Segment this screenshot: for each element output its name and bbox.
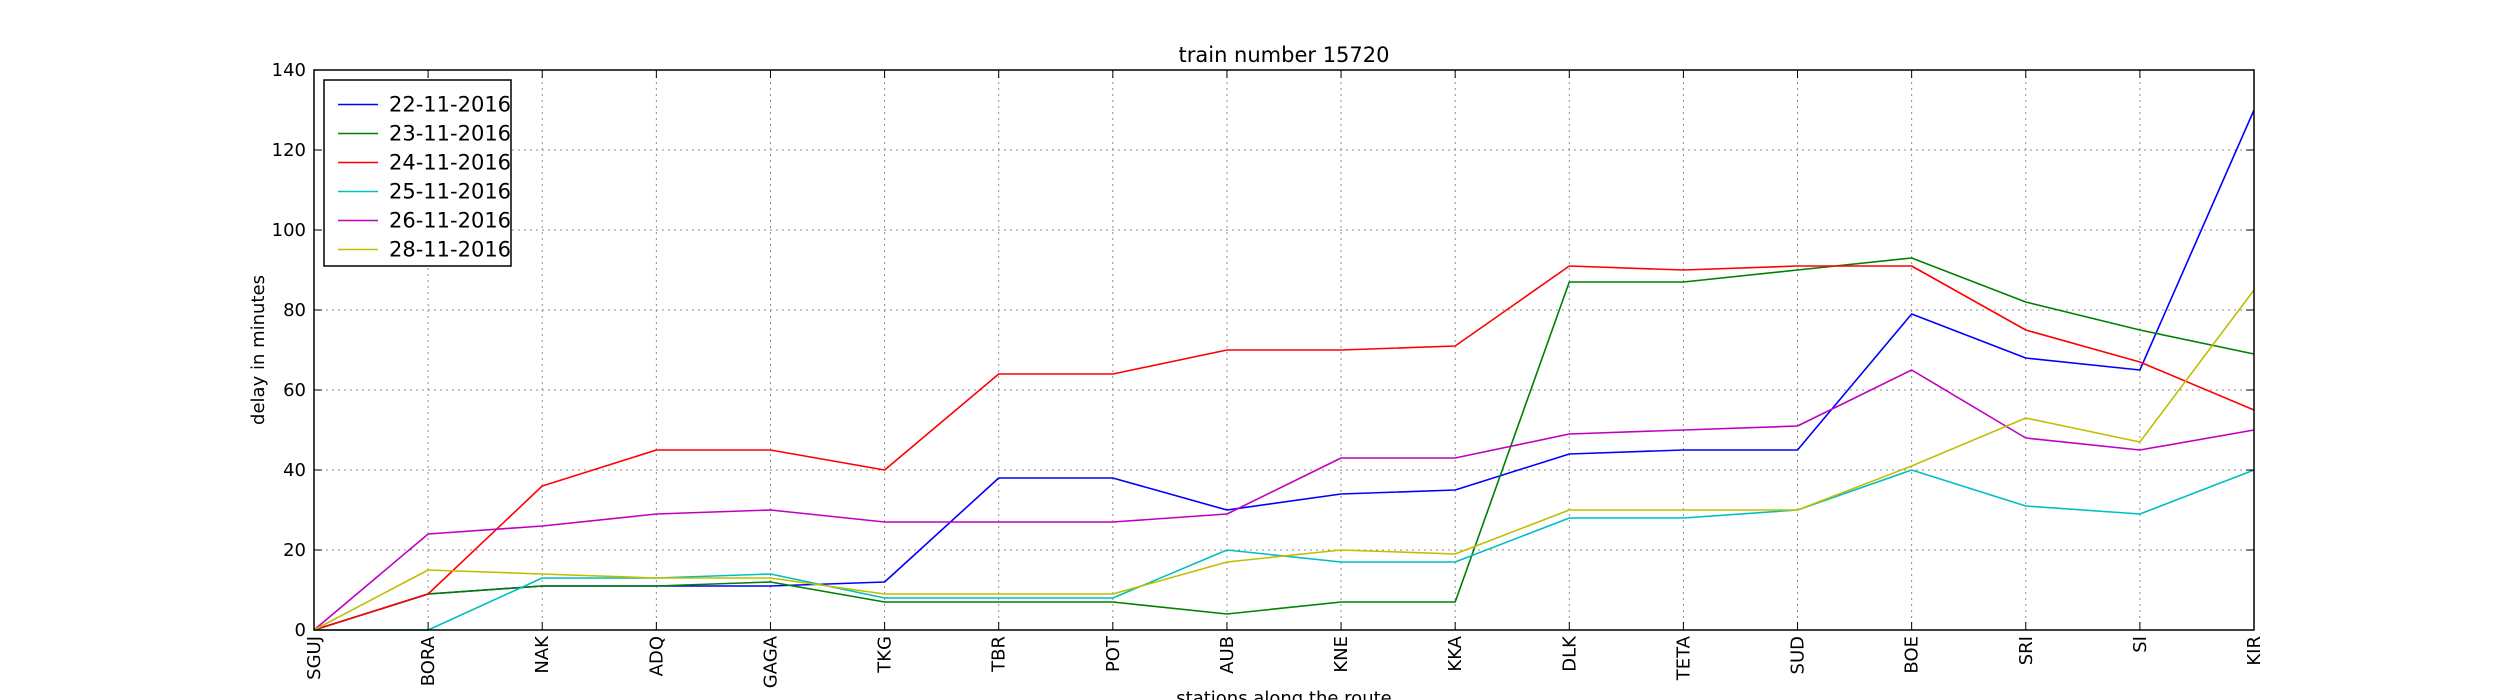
- x-tick-label: TBR: [989, 636, 1010, 673]
- x-tick-label: DLK: [1559, 635, 1580, 672]
- series-line-4: [313, 369, 2255, 631]
- series-line-5: [313, 289, 2255, 631]
- y-tick-label: 100: [272, 220, 306, 241]
- y-tick-label: 80: [283, 300, 306, 321]
- y-tick-label: 140: [272, 60, 306, 81]
- x-tick-label: TKG: [875, 636, 896, 674]
- x-tick-label: TETA: [1673, 635, 1694, 681]
- plot-area-frame: [313, 69, 2255, 631]
- x-tick-label: SUD: [1788, 636, 1809, 674]
- x-tick-label: BOE: [1902, 636, 1923, 674]
- x-tick-label: BORA: [418, 635, 439, 686]
- x-tick-label: KNE: [1331, 636, 1352, 673]
- legend-box: [323, 79, 512, 267]
- legend-label: 26-11-2016: [389, 209, 511, 233]
- x-tick-label: POT: [1103, 635, 1124, 672]
- x-tick-label: NAK: [532, 635, 553, 674]
- y-axis-label: delay in minutes: [248, 275, 269, 425]
- y-tick-label: 120: [272, 140, 306, 161]
- legend-label: 25-11-2016: [389, 180, 511, 204]
- x-tick-label: AUB: [1217, 636, 1238, 674]
- y-tick-label: 20: [283, 540, 306, 561]
- x-axis-label: stations along the route: [1176, 688, 1391, 700]
- y-tick-label: 40: [283, 460, 306, 481]
- legend-label: 24-11-2016: [389, 151, 511, 175]
- series-line-0: [313, 109, 2255, 631]
- axis-ticks: 0 20 40 60 80 100 120 140 SGUJ BORA NAK ADQ GAGA TKG T…: [272, 60, 2265, 688]
- legend-label: 22-11-2016: [389, 93, 511, 117]
- legend-label: 23-11-2016: [389, 122, 511, 146]
- legend: 22-11-2016 23-11-2016 24-11-2016 25-11-2016…: [323, 79, 512, 267]
- x-tick-label: SGUJ: [304, 636, 325, 680]
- y-tick-label: 60: [283, 380, 306, 401]
- x-tick-label: GAGA: [760, 635, 781, 688]
- y-tick-label: 0: [295, 620, 306, 641]
- series-lines: [313, 109, 2255, 631]
- legend-label: 28-11-2016: [389, 238, 511, 262]
- x-tick-label: KKA: [1445, 635, 1466, 671]
- series-line-1: [313, 257, 2255, 631]
- chart-title: train number 15720: [1179, 43, 1390, 67]
- x-tick-label: ADQ: [646, 636, 667, 676]
- x-tick-label: KIR: [2244, 636, 2265, 666]
- x-tick-label: SRI: [2016, 636, 2037, 665]
- series-line-3: [314, 469, 2255, 631]
- x-tick-label: SI: [2130, 636, 2151, 653]
- series-line-2: [313, 265, 2255, 631]
